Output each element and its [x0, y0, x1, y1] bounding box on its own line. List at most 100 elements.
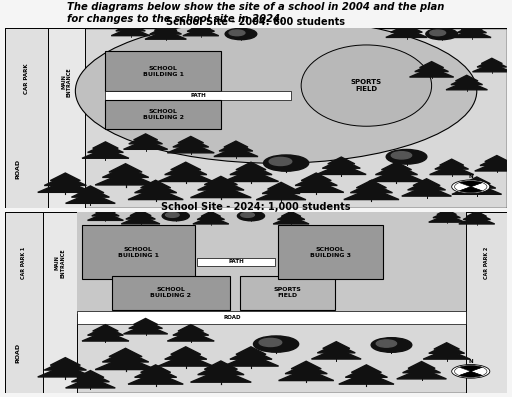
Polygon shape: [173, 327, 209, 335]
Polygon shape: [440, 159, 464, 165]
Text: SPORTS
FIELD: SPORTS FIELD: [274, 287, 302, 298]
Circle shape: [241, 212, 254, 218]
Circle shape: [75, 19, 477, 163]
Text: SPORTS
FIELD: SPORTS FIELD: [351, 79, 382, 92]
Polygon shape: [446, 81, 487, 90]
Polygon shape: [219, 143, 253, 151]
FancyBboxPatch shape: [105, 91, 291, 100]
Polygon shape: [419, 62, 444, 67]
Polygon shape: [301, 173, 331, 181]
Polygon shape: [141, 365, 170, 372]
Polygon shape: [190, 185, 251, 198]
Polygon shape: [44, 175, 87, 185]
FancyBboxPatch shape: [197, 258, 275, 266]
Polygon shape: [93, 325, 118, 331]
Polygon shape: [408, 362, 435, 368]
FancyBboxPatch shape: [112, 276, 230, 310]
Polygon shape: [72, 373, 110, 382]
Polygon shape: [429, 345, 464, 353]
FancyBboxPatch shape: [105, 51, 221, 91]
Polygon shape: [289, 181, 344, 193]
Polygon shape: [77, 370, 104, 378]
Polygon shape: [126, 212, 155, 219]
Polygon shape: [463, 177, 490, 184]
Polygon shape: [165, 349, 207, 359]
Polygon shape: [95, 172, 156, 185]
Polygon shape: [268, 182, 294, 189]
Circle shape: [165, 212, 179, 218]
Circle shape: [452, 364, 490, 378]
Text: PATH: PATH: [228, 259, 244, 264]
Polygon shape: [50, 173, 80, 181]
FancyBboxPatch shape: [5, 28, 48, 208]
Polygon shape: [88, 213, 123, 220]
Polygon shape: [96, 208, 115, 213]
Polygon shape: [459, 216, 495, 224]
Polygon shape: [72, 188, 110, 197]
Polygon shape: [82, 331, 129, 341]
Text: ROAD: ROAD: [224, 315, 241, 320]
Polygon shape: [129, 320, 162, 328]
Polygon shape: [204, 361, 238, 369]
Polygon shape: [381, 162, 412, 170]
Polygon shape: [183, 28, 219, 36]
Polygon shape: [477, 60, 506, 67]
Text: SCHOOL
BUILDING 1: SCHOOL BUILDING 1: [143, 66, 184, 77]
FancyBboxPatch shape: [5, 212, 507, 393]
Wedge shape: [459, 371, 482, 377]
Polygon shape: [323, 159, 360, 168]
Polygon shape: [456, 75, 478, 81]
Circle shape: [430, 30, 445, 36]
Circle shape: [264, 155, 309, 171]
Polygon shape: [291, 361, 321, 369]
Polygon shape: [88, 327, 123, 335]
FancyBboxPatch shape: [5, 28, 507, 208]
Polygon shape: [350, 183, 393, 193]
Text: N: N: [468, 174, 473, 179]
Text: The diagrams below show the site of a school in 2004 and the plan
for changes to: The diagrams below show the site of a sc…: [67, 2, 445, 23]
Polygon shape: [134, 134, 158, 140]
Polygon shape: [123, 324, 168, 334]
Polygon shape: [167, 331, 214, 341]
Polygon shape: [178, 137, 204, 143]
Polygon shape: [451, 77, 482, 85]
Polygon shape: [316, 164, 366, 174]
Polygon shape: [423, 349, 470, 359]
Text: SCHOOL
BUILDING 3: SCHOOL BUILDING 3: [310, 247, 351, 258]
Polygon shape: [435, 161, 468, 169]
Polygon shape: [170, 162, 201, 170]
Polygon shape: [204, 176, 238, 185]
Polygon shape: [236, 162, 266, 170]
Polygon shape: [167, 143, 214, 153]
Polygon shape: [453, 29, 491, 37]
FancyBboxPatch shape: [48, 28, 86, 208]
Polygon shape: [155, 25, 177, 31]
Polygon shape: [109, 164, 142, 172]
Circle shape: [452, 180, 490, 194]
Circle shape: [259, 338, 282, 347]
Polygon shape: [197, 213, 225, 220]
Text: PATH: PATH: [190, 93, 206, 98]
Polygon shape: [351, 365, 381, 372]
FancyBboxPatch shape: [105, 100, 221, 129]
Polygon shape: [120, 22, 141, 27]
Text: N: N: [468, 359, 473, 364]
Polygon shape: [311, 349, 361, 359]
Polygon shape: [92, 210, 119, 216]
Polygon shape: [386, 29, 427, 37]
Wedge shape: [459, 366, 482, 371]
Polygon shape: [473, 64, 511, 72]
Polygon shape: [285, 364, 327, 374]
Polygon shape: [130, 210, 151, 216]
Polygon shape: [328, 157, 355, 164]
Polygon shape: [415, 64, 449, 71]
Polygon shape: [170, 347, 201, 355]
Polygon shape: [190, 369, 251, 382]
Polygon shape: [66, 193, 115, 203]
Polygon shape: [128, 188, 183, 200]
Polygon shape: [187, 25, 215, 31]
Polygon shape: [467, 212, 486, 216]
Polygon shape: [323, 342, 350, 349]
Polygon shape: [397, 368, 446, 379]
Polygon shape: [66, 378, 115, 388]
